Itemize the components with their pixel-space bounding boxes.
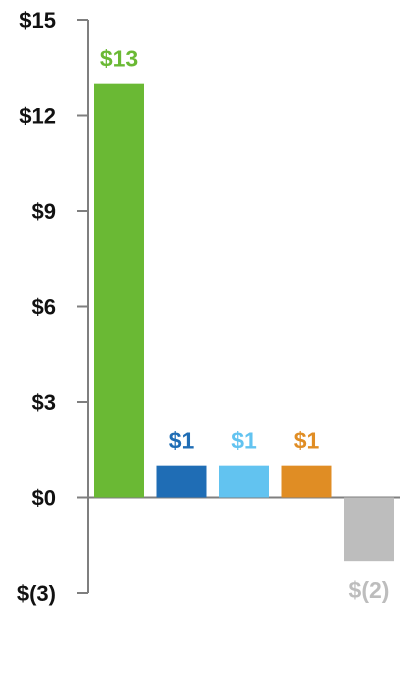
bar <box>156 465 207 498</box>
y-tick-label: $15 <box>19 8 56 33</box>
y-tick-label: $(3) <box>17 581 56 606</box>
data-label: $13 <box>100 46 138 72</box>
bar <box>219 465 269 498</box>
data-label: $1 <box>294 428 320 454</box>
bar <box>344 497 394 562</box>
y-tick-label: $6 <box>32 295 56 320</box>
data-labels: $13 $1 $1 $1 $(2) <box>100 46 390 604</box>
data-label: $(2) <box>349 577 390 603</box>
data-label: $1 <box>231 428 257 454</box>
y-tick-label: $9 <box>32 199 56 224</box>
bar <box>94 83 144 498</box>
y-tick-label: $3 <box>32 390 56 415</box>
data-label: $1 <box>169 428 195 454</box>
bar <box>281 465 332 498</box>
bars <box>94 83 394 562</box>
y-tick-label: $12 <box>19 104 56 129</box>
y-tick-label: $0 <box>32 486 56 511</box>
y-axis: $15 $12 $9 $6 $3 $0 $(3) <box>17 8 400 606</box>
